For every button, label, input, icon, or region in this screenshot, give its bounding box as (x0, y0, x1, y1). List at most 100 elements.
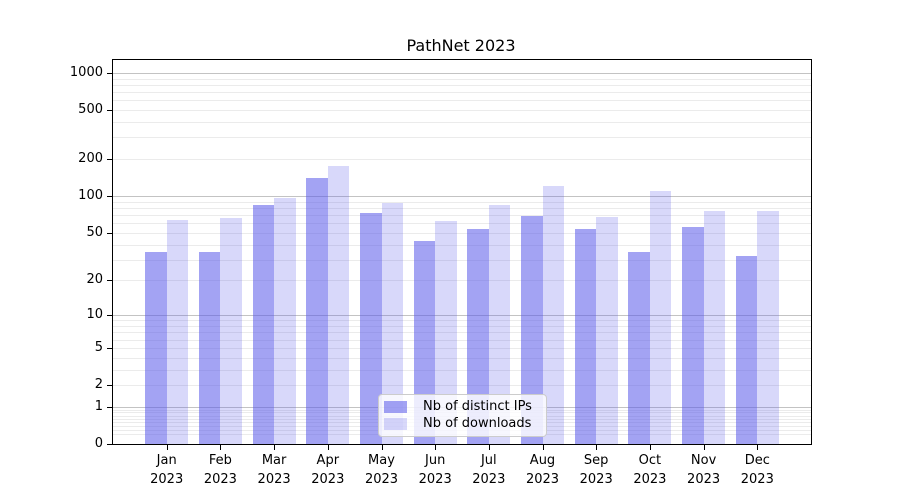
gridline-major (113, 72, 811, 74)
gridline-minor (113, 280, 811, 282)
x-tick-label-line: Feb (208, 453, 232, 468)
bar (488, 205, 511, 444)
x-tick-label-line: 2023 (633, 472, 667, 487)
x-tick-label-line: 2023 (311, 472, 345, 487)
bar (735, 256, 758, 444)
x-tick-label: Oct 2023 (618, 451, 682, 489)
x-tick-label: May 2023 (350, 451, 414, 489)
bar (166, 219, 189, 444)
gridline-minor (113, 100, 811, 102)
x-tick-label-line: 2023 (472, 472, 506, 487)
y-tick-label: 10 (86, 307, 103, 323)
legend-item: Nb of distinct IPs (384, 399, 539, 416)
y-tick-mark (107, 232, 113, 234)
gridline-minor (113, 326, 811, 327)
x-tick-label: Dec 2023 (725, 451, 789, 489)
x-tick-label-line: 2023 (203, 472, 237, 487)
x-tick-label-line: Aug (529, 453, 556, 468)
x-tick-label-line: Nov (690, 453, 717, 468)
x-tick-mark (274, 444, 276, 450)
legend-label-downloads: Nb of downloads (423, 415, 532, 431)
bar (198, 251, 221, 444)
x-tick-label-line: 2023 (418, 472, 452, 487)
y-tick-mark (107, 385, 113, 386)
legend-label-distinct-ips: Nb of distinct IPs (423, 399, 532, 415)
bar (574, 228, 597, 444)
y-tick-mark (107, 159, 113, 161)
x-tick-mark (542, 444, 544, 450)
bar (381, 202, 403, 444)
bar (145, 251, 167, 444)
bar (220, 218, 242, 444)
x-tick-label-line: Oct (638, 453, 662, 468)
x-tick-label-line: Mar (261, 453, 287, 468)
y-tick-mark (107, 315, 113, 317)
y-tick-label: 1000 (69, 64, 103, 80)
y-tick-mark (107, 196, 113, 198)
bar (596, 217, 618, 444)
legend-item: Nb of downloads (384, 416, 539, 433)
y-tick-mark (107, 280, 113, 282)
x-tick-label: Mar 2023 (242, 451, 306, 489)
bar (360, 212, 382, 444)
gridline-minor (113, 232, 811, 234)
gridline-major (113, 315, 811, 317)
x-tick-label-line: 2023 (740, 472, 774, 487)
x-tick-label-line: Sep (583, 453, 609, 468)
y-tick-label: 100 (78, 188, 103, 204)
x-tick-mark (381, 444, 383, 450)
bar (757, 210, 779, 444)
x-tick-label-line: 2023 (364, 472, 399, 487)
y-tick-mark (107, 347, 113, 349)
gridline-minor (113, 339, 811, 341)
gridline-minor (113, 110, 811, 111)
x-tick-label-line: 2023 (150, 472, 184, 487)
y-tick-label: 20 (86, 272, 103, 288)
gridline-minor (113, 201, 811, 203)
gridline-minor (113, 357, 811, 359)
gridline-minor (113, 159, 811, 161)
gridline-major (113, 196, 811, 198)
gridline-minor (113, 207, 811, 209)
legend-swatch-distinct-ips (384, 401, 407, 414)
y-tick-mark (107, 406, 113, 408)
bar (467, 228, 489, 444)
x-tick-mark (596, 444, 598, 450)
x-tick-label: Jul 2023 (457, 451, 521, 489)
x-tick-label: Feb 2023 (188, 451, 252, 489)
y-tick-label: 2 (94, 377, 103, 392)
x-tick-label: Apr 2023 (296, 451, 360, 489)
x-tick-mark (166, 444, 168, 450)
gridline-minor (113, 369, 811, 371)
y-tick-label: 0 (94, 436, 103, 451)
x-tick-label-line: 2023 (257, 472, 291, 487)
gridline-minor (113, 244, 811, 246)
y-tick-label: 50 (86, 224, 103, 240)
bar (252, 205, 275, 444)
x-tick-label: Aug 2023 (511, 451, 575, 489)
x-tick-mark (703, 444, 705, 450)
x-tick-mark (488, 444, 490, 450)
bar (435, 221, 457, 444)
gridline-minor (113, 223, 811, 225)
gridline-minor (113, 122, 811, 123)
plot-area: 1000 500 200 100 50 20 10 5 2 1 0 Jan 2023 Feb 2023 Mar… (70, 59, 812, 487)
x-tick-mark (220, 444, 222, 450)
x-tick-mark (757, 444, 759, 450)
x-tick-mark (327, 444, 329, 450)
gridline-minor (113, 320, 811, 322)
x-tick-label: Sep 2023 (564, 451, 628, 489)
bar (628, 251, 650, 444)
x-tick-label-line: Jul (480, 453, 497, 468)
bar (274, 198, 296, 444)
x-tick-label-line: Jan (156, 453, 177, 468)
gridline-minor (113, 332, 811, 334)
bar (542, 185, 564, 444)
bar (649, 190, 672, 444)
y-tick-label: 5 (94, 339, 103, 355)
x-tick-label-line: 2023 (687, 472, 721, 487)
bar (682, 226, 704, 444)
x-tick-label: Jan 2023 (135, 451, 199, 489)
x-tick-label-line: Apr (316, 453, 340, 468)
